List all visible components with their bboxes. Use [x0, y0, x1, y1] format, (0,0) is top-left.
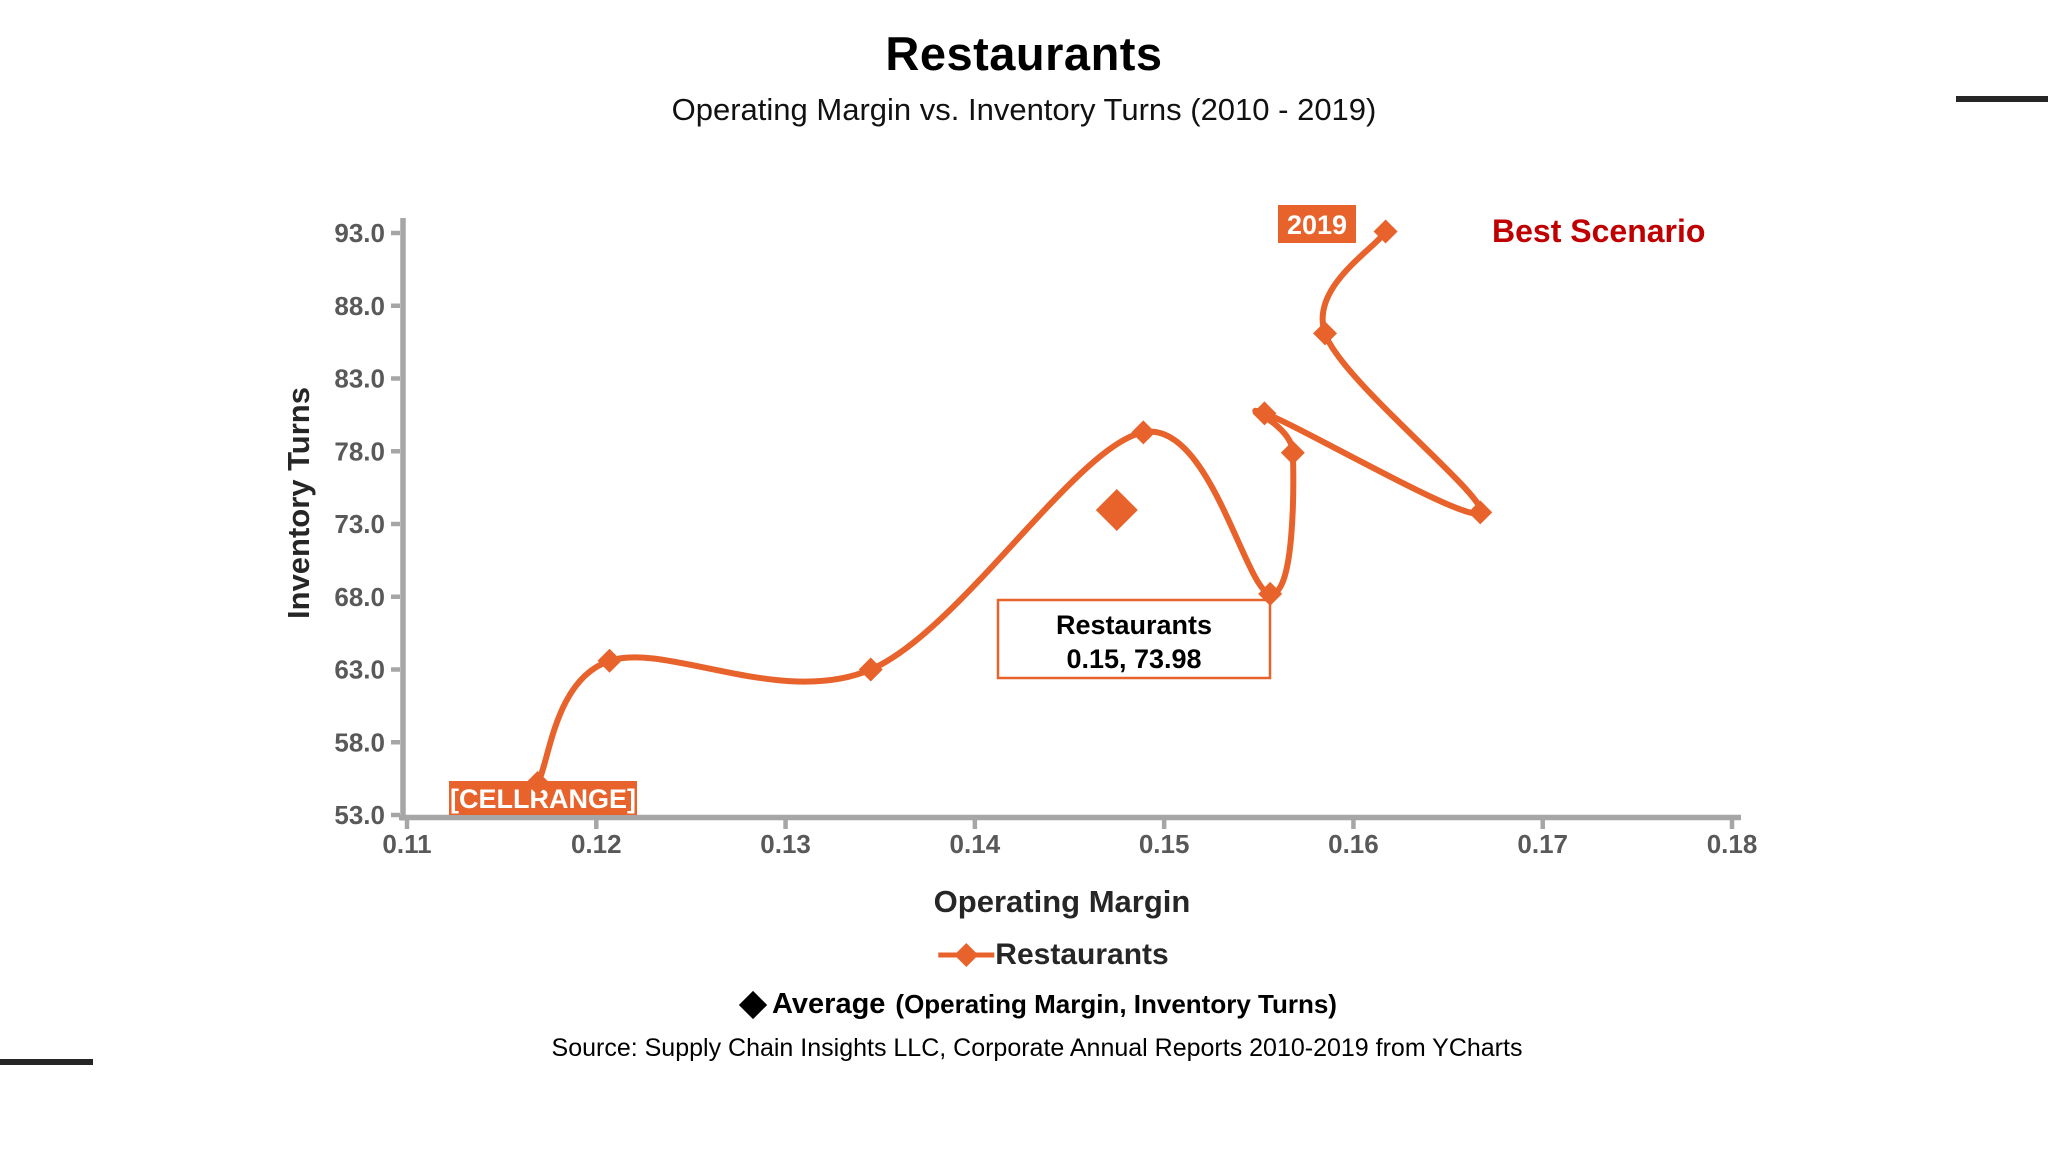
- data-point-marker-2015: [1280, 440, 1305, 465]
- x-tick-label: 0.14: [950, 829, 1001, 859]
- x-tick-label: 0.17: [1517, 829, 1568, 859]
- y-tick-label: 53.0: [334, 800, 385, 830]
- data-point-marker-2019: [1373, 219, 1398, 244]
- legend-average-sublabel: (Operating Margin, Inventory Turns): [895, 989, 1337, 1019]
- year-2019-label-box: [1278, 205, 1356, 243]
- average-annotation-border: [996, 598, 1272, 680]
- y-tick-label: 63.0: [334, 655, 385, 685]
- y-tick-label: 68.0: [334, 582, 385, 612]
- data-point-marker-2014: [1258, 581, 1283, 606]
- x-tick-label: 0.11: [382, 829, 431, 859]
- y-tick-label: 83.0: [334, 364, 385, 394]
- top-right-rule: [1956, 96, 2048, 102]
- axes: 53.0 58.0 63.0 68.0 73.0 78.0 83.0 88.0 93.0 0.11…: [334, 218, 1757, 859]
- series-curve-layer: [534, 228, 1484, 786]
- x-axis-title: Operating Margin: [933, 884, 1191, 919]
- average-point-marker: [1095, 489, 1138, 532]
- data-point-marker-2010: [525, 770, 550, 795]
- x-tick-label: 0.15: [1139, 829, 1190, 859]
- legend-series-restaurants: Restaurants: [937, 938, 1169, 972]
- annotation-layer: [CELLRANGE] Restaurants 0.15, 73.98 2019…: [449, 205, 1705, 815]
- y-axis-title: Inventory Turns: [281, 387, 316, 619]
- source-note: Source: Supply Chain Insights LLC, Corpo…: [551, 1034, 1523, 1062]
- average-annotation-line1: Restaurants: [1056, 610, 1212, 640]
- y-tick-label: 78.0: [334, 436, 385, 466]
- y-tick-label: 93.0: [334, 218, 385, 248]
- page-title: Restaurants: [885, 27, 1163, 80]
- x-tick-label: 0.13: [760, 829, 811, 859]
- y-tick-label: 88.0: [334, 291, 385, 321]
- data-point-marker-2012: [858, 657, 883, 682]
- series-line-diamond-icon: [938, 943, 995, 967]
- average-annotation-box: Restaurants 0.15, 73.98: [996, 598, 1272, 680]
- legend-average: Average (Operating Margin, Inventory Tur…: [738, 988, 1337, 1021]
- year-2019-data-label: 2019: [1278, 205, 1356, 243]
- best-scenario-label: Best Scenario: [1492, 213, 1705, 249]
- x-tick-label: 0.12: [571, 829, 622, 859]
- page-subtitle: Operating Margin vs. Inventory Turns (20…: [671, 92, 1377, 127]
- year-2019-label-text: 2019: [1287, 210, 1347, 240]
- data-point-markers: [525, 219, 1493, 795]
- average-diamond-icon: [738, 990, 768, 1019]
- legend-series-label: Restaurants: [995, 938, 1169, 971]
- x-tick-label: 0.16: [1328, 829, 1379, 859]
- average-annotation-line2: 0.15, 73.98: [1066, 644, 1201, 674]
- x-tick-label: 0.18: [1707, 829, 1758, 859]
- data-point-marker-2011: [597, 648, 622, 673]
- bottom-left-rule: [0, 1059, 93, 1065]
- data-point-marker-2013: [1131, 420, 1156, 445]
- data-point-marker-2016: [1252, 401, 1277, 426]
- y-tick-label: 58.0: [334, 727, 385, 757]
- legend-average-label: Average: [772, 988, 886, 1020]
- series-curve: [534, 228, 1484, 786]
- data-point-marker-2017: [1468, 500, 1493, 525]
- data-point-marker-2018: [1313, 321, 1338, 346]
- y-tick-label: 73.0: [334, 509, 385, 539]
